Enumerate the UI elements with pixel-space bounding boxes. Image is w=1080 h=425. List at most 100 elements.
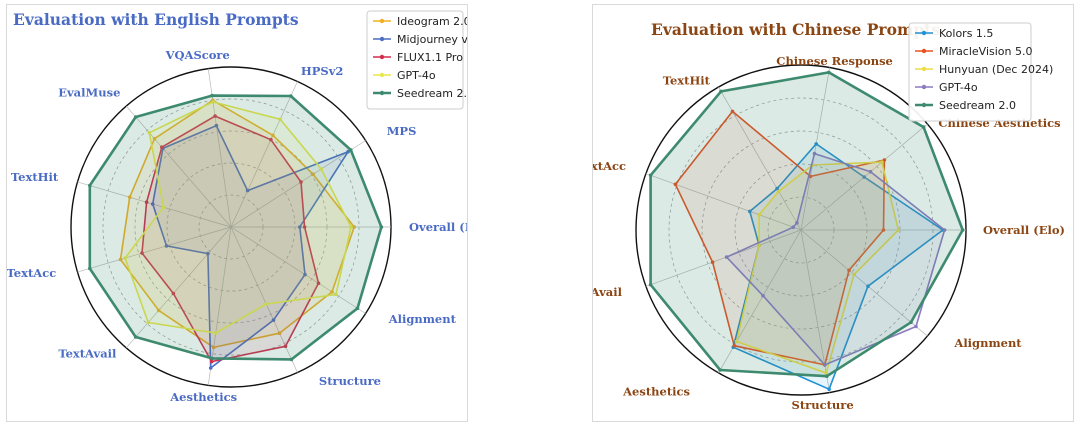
legend-label-midjourney-v6-1: Midjourney v6.1 — [397, 33, 468, 46]
series-flux1-1-pro-point — [144, 200, 149, 204]
series-miraclevision-5-0-point — [881, 228, 886, 232]
grid-spoke — [718, 229, 802, 374]
series-seedream-2-0-point — [355, 306, 360, 311]
series-seedream-2-0-point — [349, 148, 353, 152]
legend-marker-seedream-2-0 — [921, 102, 927, 108]
grid-spoke — [645, 173, 802, 231]
series-midjourney-v6-1-point — [271, 318, 276, 322]
legend-label-gpt-4o: GPT-4o — [397, 69, 436, 82]
series-seedream-2-0-point — [289, 357, 294, 362]
english-prompts-chart-panel: Evaluation with English Prompts Overall (… — [6, 4, 468, 422]
series-ideogram-2-0-point — [271, 133, 275, 138]
series-seedream-2-0-point — [909, 320, 913, 325]
series-gpt-4o-point — [868, 169, 873, 174]
series-midjourney-v6-1-point — [206, 251, 210, 256]
series-hunyuan-dec-2024-point — [896, 228, 901, 232]
series-ideogram-2-0-point — [127, 195, 132, 199]
series-miraclevision-5-0-point — [732, 343, 736, 348]
series-seedream-2-0-point — [825, 374, 829, 379]
series-seedream-2-0-point — [88, 266, 92, 271]
series-ideogram-2-0-point — [352, 225, 357, 229]
series-ideogram-2-0-point — [311, 172, 315, 176]
grid-spoke — [230, 226, 366, 314]
series-gpt-4o-point — [724, 255, 729, 259]
series-flux1-1-pro-point — [283, 344, 288, 349]
chart-title: Evaluation with Chinese Prompts — [651, 20, 940, 39]
series-seedream-2-0-point — [379, 225, 384, 229]
series-kolors-1-5-point — [866, 284, 870, 289]
series-gpt-4o-area — [124, 101, 352, 334]
series-flux1-1-pro-point — [299, 180, 303, 184]
grid-spoke — [230, 81, 298, 228]
legend-label-seedream-2-0: Seedream 2.0 — [939, 99, 1016, 112]
axis-label-chinese-response: Chinese Response — [776, 54, 893, 68]
legend-box — [366, 10, 464, 110]
axis-label-evalmuse: EvalMuse — [58, 86, 120, 100]
series-kolors-1-5-point — [775, 186, 779, 191]
axis-label-structure: Structure — [319, 374, 381, 388]
series-flux1-1-pro-point — [160, 145, 164, 149]
axis-label-textavail: TextAvail — [593, 285, 623, 299]
legend-label-miraclevision-5-0: MiracleVision 5.0 — [939, 45, 1033, 58]
series-flux1-1-pro-area — [141, 115, 320, 363]
series-flux1-1-pro-point — [209, 359, 214, 364]
series-hunyuan-dec-2024-point — [776, 189, 781, 194]
series-gpt-4o-point — [123, 256, 127, 260]
legend-marker-kolors-1-5 — [921, 30, 927, 36]
legend-marker-midjourney-v6-1 — [379, 36, 385, 42]
series-seedream-2-0-point — [648, 173, 653, 178]
legend-marker-ideogram-2-0 — [379, 18, 385, 24]
series-seedream-2-0-point — [921, 125, 926, 129]
series-gpt-4o-point — [264, 302, 269, 306]
axis-label-alignment: Alignment — [953, 336, 1022, 350]
series-flux1-1-pro-point — [140, 251, 144, 255]
series-midjourney-v6-1-area — [151, 124, 349, 369]
axis-label-aesthetics: Aesthetics — [622, 385, 690, 399]
series-miraclevision-5-0-point — [730, 109, 735, 114]
series-midjourney-v6-1-point — [303, 272, 307, 277]
series-seedream-2-0-area — [649, 71, 965, 378]
series-seedream-2-0-point — [960, 228, 965, 232]
series-midjourney-v6-1-point — [150, 202, 155, 206]
series-gpt-4o-point — [349, 225, 353, 229]
series-kolors-1-5-point — [814, 142, 818, 146]
series-ideogram-2-0-point — [277, 331, 282, 336]
axis-label-hpsv2: HPSv2 — [301, 64, 344, 78]
series-hunyuan-dec-2024-point — [824, 371, 828, 375]
axis-label-vqascore: VQAScore — [165, 48, 230, 62]
chinese-prompts-radar-chart: Evaluation with Chinese Prompts Overall (… — [593, 20, 1065, 412]
series-kolors-1-5-point — [862, 175, 866, 179]
series-seedream-2-0-point — [133, 335, 138, 339]
legend-label-ideogram-2-0: Ideogram 2.0 — [397, 15, 468, 28]
axis-label-textacc: TextAcc — [7, 266, 56, 280]
series-gpt-4o-point — [278, 117, 283, 122]
series-miraclevision-5-0-point — [847, 268, 851, 273]
legend-label-hunyuan-dec-2024: Hunyuan (Dec 2024) — [939, 63, 1053, 76]
series-gpt-4o-point — [823, 363, 827, 367]
series-seedream-2-0-point — [289, 94, 293, 98]
axis-label-overall-elo: Overall (Elo) — [983, 223, 1065, 237]
series-seedream-2-0-point — [648, 282, 653, 287]
axis-label-structure: Structure — [792, 398, 854, 412]
legend-label-flux1-1-pro: FLUX1.1 Pro — [397, 51, 463, 64]
series-gpt-4o-point — [812, 151, 817, 156]
legend-box — [908, 22, 1032, 122]
legend-label-gpt-4o: GPT-4o — [939, 81, 978, 94]
axis-label-textacc: TextAcc — [593, 159, 626, 173]
legend-marker-hunyuan-dec-2024 — [921, 66, 927, 72]
series-seedream-2-0-point — [133, 115, 138, 119]
series-miraclevision-5-0-area — [674, 110, 886, 366]
legend-marker-flux1-1-pro — [379, 54, 385, 60]
series-hunyuan-dec-2024-point — [757, 213, 761, 217]
axis-label-aesthetics: Aesthetics — [169, 390, 237, 404]
axis-label-texthit: TextHit — [663, 73, 711, 87]
series-hunyuan-dec-2024-point — [880, 160, 884, 164]
series-ideogram-2-0-area — [119, 99, 356, 349]
series-ideogram-2-0-point — [156, 308, 161, 313]
series-kolors-1-5-area — [732, 143, 944, 391]
legend-marker-gpt-4o — [921, 84, 927, 90]
series-seedream-2-0-point — [88, 183, 92, 188]
series-seedream-2-0-point — [718, 368, 722, 372]
series-midjourney-v6-1-point — [298, 225, 302, 229]
legend-marker-miraclevision-5-0 — [921, 48, 927, 54]
